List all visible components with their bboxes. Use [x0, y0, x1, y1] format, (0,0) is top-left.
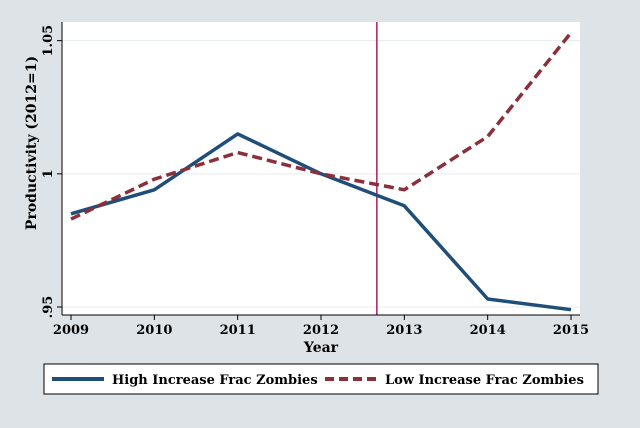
- plot-area: [62, 22, 580, 315]
- legend-label-high: High Increase Frac Zombies: [112, 373, 318, 388]
- x-tick-label-4: 2013: [386, 323, 422, 338]
- legend: High Increase Frac Zombies Low Increase …: [43, 363, 599, 395]
- legend-label-low: Low Increase Frac Zombies: [385, 373, 584, 388]
- ticks-layer: 2009 2010 2011 2012 2013 2014 2015 .95 1 1.05: [41, 25, 589, 338]
- series-layer: [70, 31, 573, 312]
- legend-box: [43, 363, 599, 395]
- series-line-1: [70, 31, 573, 221]
- y-tick-label-0: .95: [41, 296, 56, 319]
- x-tick-label-3: 2012: [303, 323, 339, 338]
- x-tick-label-1: 2010: [136, 323, 172, 338]
- x-tick-label-0: 2009: [53, 323, 89, 338]
- x-axis-label: Year: [303, 340, 339, 356]
- series-line-0: [70, 132, 572, 312]
- x-tick-label-6: 2015: [553, 323, 589, 338]
- y-axis-label: Productivity (2012=1): [24, 56, 40, 230]
- y-tick-label-1: 1: [41, 169, 56, 178]
- x-tick-label-5: 2014: [470, 323, 506, 338]
- y-tick-label-2: 1.05: [41, 25, 56, 57]
- x-tick-label-2: 2011: [220, 323, 256, 338]
